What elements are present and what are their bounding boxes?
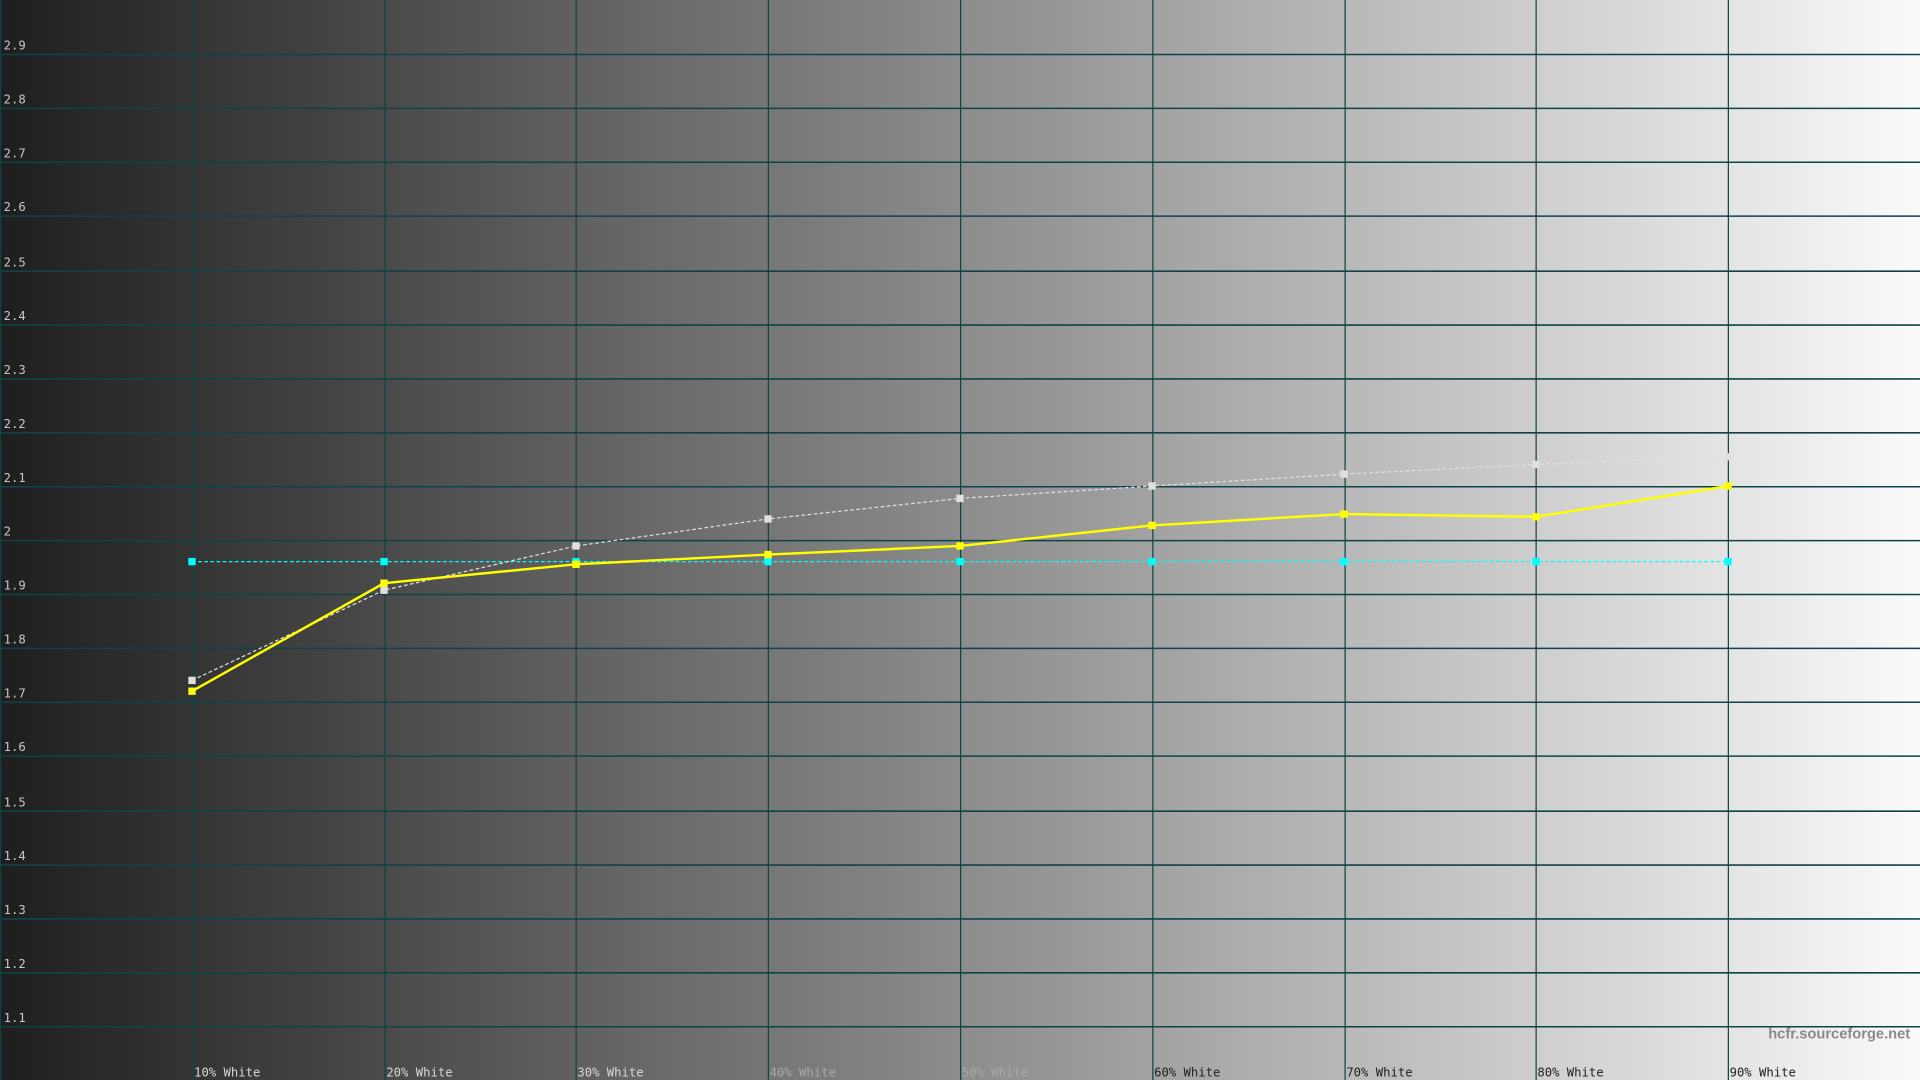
data-point <box>1148 557 1156 566</box>
y-tick-label: 1.3 <box>4 903 26 917</box>
data-point <box>956 494 964 503</box>
y-axis-ticks: 1.1 1.2 1.3 1.4 1.5 1.6 1.7 1.8 1.9 2 2.1 2.2 2.3 2.4… <box>4 39 26 1025</box>
y-tick-label: 2.9 <box>4 39 26 53</box>
data-point <box>1340 470 1348 478</box>
data-point <box>1148 521 1156 530</box>
data-point <box>764 557 772 566</box>
y-tick-label: 1.9 <box>4 579 26 593</box>
y-tick-label: 2.3 <box>4 363 26 377</box>
data-point <box>1724 453 1732 461</box>
data-point <box>572 542 580 550</box>
data-point <box>188 676 196 685</box>
y-tick-label: 1.5 <box>4 795 26 809</box>
y-tick-label: 1.8 <box>4 632 26 646</box>
y-tick-label: 1.1 <box>4 1011 26 1025</box>
data-point <box>572 560 580 568</box>
watermark: hcfr.sourceforge.net <box>1768 1026 1910 1042</box>
data-point <box>1340 557 1348 566</box>
data-point <box>764 515 772 523</box>
x-tick-label: 10% White <box>194 1065 260 1079</box>
y-tick-label: 1.4 <box>4 849 26 863</box>
data-point <box>1532 513 1540 521</box>
x-tick-label: 50% White <box>962 1065 1028 1079</box>
y-tick-label: 1.2 <box>4 957 26 971</box>
y-tick-label: 1.7 <box>4 686 26 700</box>
y-tick-label: 1.6 <box>4 740 26 754</box>
y-tick-label: 2.5 <box>4 255 26 269</box>
y-tick-label: 2.2 <box>4 417 26 431</box>
x-tick-label: 90% White <box>1730 1065 1796 1079</box>
data-point <box>380 586 388 594</box>
data-point <box>1532 460 1540 469</box>
x-tick-label: 20% White <box>386 1065 452 1079</box>
data-point <box>380 557 388 566</box>
y-tick-label: 2.7 <box>4 146 26 160</box>
x-tick-label: 40% White <box>770 1065 836 1079</box>
y-tick-label: 2 <box>4 525 11 539</box>
y-tick-label: 2.8 <box>4 92 26 106</box>
data-point <box>1532 557 1540 566</box>
data-point <box>1148 482 1156 490</box>
data-point <box>1724 482 1732 490</box>
x-tick-label: 80% White <box>1537 1065 1603 1079</box>
x-tick-label: 30% White <box>577 1065 643 1079</box>
data-point <box>188 687 196 695</box>
y-tick-label: 2.6 <box>4 200 26 214</box>
x-tick-label: 60% White <box>1154 1065 1220 1079</box>
x-tick-label: 70% White <box>1346 1065 1412 1079</box>
data-point <box>188 557 196 566</box>
series-group <box>188 453 1732 695</box>
data-point <box>380 579 388 587</box>
data-point <box>956 557 964 566</box>
data-point <box>1340 510 1348 518</box>
y-tick-label: 2.4 <box>4 309 26 323</box>
data-point <box>956 542 964 550</box>
data-point <box>1724 557 1732 566</box>
data-point <box>764 550 772 559</box>
x-axis-ticks: 10% White 20% White 30% White 40% White 50% … <box>194 1065 1796 1079</box>
y-tick-label: 2.1 <box>4 471 26 485</box>
